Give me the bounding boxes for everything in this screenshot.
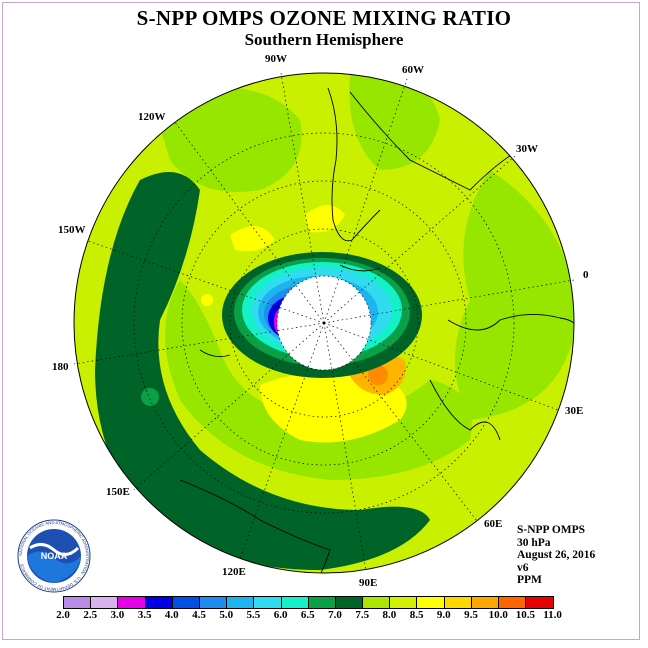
colorbar-tick-label: 10.5 <box>515 609 536 621</box>
colorbar-swatch <box>471 597 499 608</box>
label-120e: 120E <box>222 566 246 578</box>
colorbar <box>63 596 555 609</box>
coast-africa-south <box>447 314 574 331</box>
lat-circle-50s <box>133 132 515 514</box>
colorbar-swatch <box>281 597 309 608</box>
colorbar-swatch <box>172 597 200 608</box>
colorbar-swatch <box>118 597 146 608</box>
figure-frame <box>2 2 640 640</box>
info-instrument: S-NPP OMPS <box>517 524 586 536</box>
map-subtitle: Southern Hemisphere <box>244 30 404 49</box>
colorbar-tick-label: 5.0 <box>219 609 234 621</box>
colorbar-tick-label: 6.5 <box>300 609 315 621</box>
field-yellow-1 <box>230 226 275 252</box>
field-bright-ring <box>165 280 472 480</box>
label-90w: 90W <box>265 53 287 65</box>
label-0: 0 <box>583 269 589 281</box>
field-medium-spot <box>141 388 159 406</box>
south-pole-dot <box>322 321 326 325</box>
colorbar-tick-label: 5.5 <box>246 609 261 621</box>
colorbar-swatch <box>227 597 255 608</box>
colorbar-swatch <box>499 597 527 608</box>
info-version: v6 <box>517 561 529 574</box>
colorbar-swatch <box>64 597 92 608</box>
colorbar-swatch <box>335 597 364 608</box>
colorbar-tick-label: 8.0 <box>382 609 397 621</box>
colorbar-tick-label: 3.5 <box>137 609 152 621</box>
colorbar-swatch <box>145 597 173 608</box>
coastlines <box>179 87 574 573</box>
colorbar-tick-label: 2.0 <box>56 609 70 621</box>
map-title: S-NPP OMPS OZONE MIXING RATIO <box>136 6 512 30</box>
meridian-150w <box>87 240 325 324</box>
coast-south-america-east <box>349 91 521 191</box>
colorbar-tick-label: 7.0 <box>328 609 342 621</box>
colorbar-tick-label: 9.0 <box>436 609 451 621</box>
meridian-150e <box>133 322 325 491</box>
label-90e: 90E <box>359 577 377 589</box>
noaa-logo-text: NOAA <box>41 551 68 561</box>
lat-circle-60s <box>181 180 467 466</box>
coast-madagascar <box>429 379 501 441</box>
meridian-120e <box>239 322 325 560</box>
colorbar-swatch <box>417 597 445 608</box>
colorbar-tick-label: 3.0 <box>110 609 125 621</box>
field-dark-band <box>95 172 430 570</box>
label-150w: 150W <box>58 224 86 236</box>
colorbar-tick-label: 11.0 <box>543 609 562 621</box>
field-bright-ne <box>349 74 440 170</box>
colorbar-swatch <box>444 597 472 608</box>
colorbar-ticks: 2.0 2.5 3.0 3.5 4.0 4.5 5.0 5.5 6.0 6.5 7.0 7.5 8.0 8… <box>52 609 612 623</box>
colorbar-swatch <box>390 597 418 608</box>
colorbar-swatch <box>91 597 119 608</box>
coast-south-america-west <box>327 87 353 242</box>
meridian-60e <box>323 322 478 522</box>
colorbar-tick-label: 9.5 <box>464 609 478 621</box>
info-date: August 26, 2016 <box>517 549 596 561</box>
lat-circle-80s <box>276 275 372 371</box>
coast-antarctic-fragment <box>199 349 231 358</box>
label-120w: 120W <box>138 111 166 123</box>
meridian-30w <box>323 155 516 324</box>
colorbar-swatch <box>199 597 228 608</box>
coast-australia <box>179 479 331 573</box>
colorbar-tick-label: 10.0 <box>488 609 508 621</box>
label-180: 180 <box>52 361 69 373</box>
meridian-90w <box>280 72 325 324</box>
colorbar-swatch <box>308 597 336 608</box>
field-bright-east <box>455 170 574 420</box>
info-level: 30 hPa <box>517 536 551 549</box>
graticule <box>73 72 575 572</box>
map-outline <box>73 72 575 574</box>
colorbar-tick-label: 8.5 <box>409 609 424 621</box>
meridian-180 <box>73 322 325 365</box>
meridian-30e <box>323 322 559 411</box>
coast-tierra-del-fuego <box>351 209 381 241</box>
colorbar-tick-label: 6.0 <box>273 609 288 621</box>
colorbar-tick-label: 2.5 <box>83 609 98 621</box>
label-60e: 60E <box>484 518 502 530</box>
meridian-120w <box>173 120 325 324</box>
meridian-90e <box>323 322 367 572</box>
label-60w: 60W <box>402 64 424 76</box>
meridian-0 <box>323 279 575 324</box>
info-block: S-NPP OMPS 30 hPa August 26, 2016 v6 PPM <box>517 524 595 587</box>
label-30w: 30W <box>516 143 538 155</box>
info-units: PPM <box>517 574 542 586</box>
colorbar-tick-label: 4.5 <box>192 609 206 621</box>
noaa-logo: NOAA NATIONAL OCEANIC AND ATMOSPHERIC AD… <box>17 519 91 593</box>
field-orange-core <box>368 365 388 385</box>
colorbar-tick-label: 4.0 <box>164 609 179 621</box>
ozone-field <box>74 73 574 573</box>
lat-circle-70s <box>229 228 419 418</box>
colorbar-swatch <box>526 597 554 608</box>
label-30e: 30E <box>565 405 583 417</box>
colorbar-swatch <box>363 597 391 608</box>
label-150e: 150E <box>106 486 130 498</box>
field-yellow-4 <box>201 294 213 306</box>
colorbar-tick-label: 7.5 <box>355 609 370 621</box>
colorbar-swatch <box>254 597 282 608</box>
